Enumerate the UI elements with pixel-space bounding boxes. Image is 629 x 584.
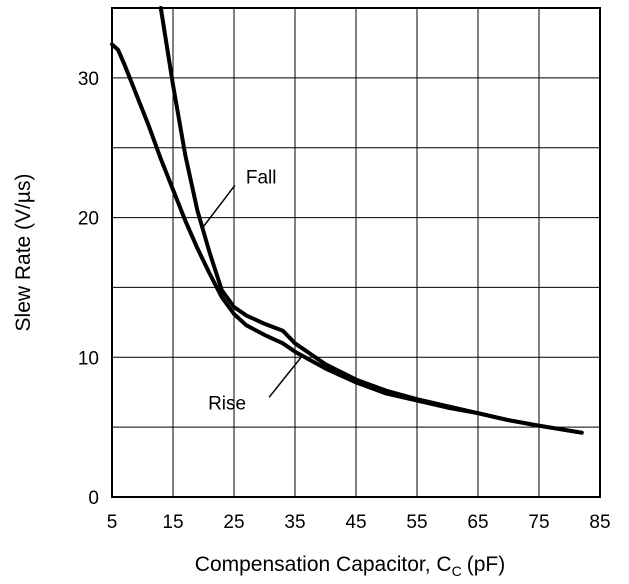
annotation-fall: Fall: [246, 167, 277, 188]
annotations: Fall Rise: [202, 167, 302, 414]
y-tick-label: 30: [78, 69, 99, 90]
series-layer: [110, 6, 584, 435]
x-axis-label: Compensation Capacitor, CC (pF): [195, 553, 505, 579]
y-axis-label: Slew Rate (V/µs): [12, 174, 35, 332]
x-axis-label-subscript: C: [452, 563, 462, 579]
x-tick-label: 65: [467, 512, 488, 533]
x-axis-label-main: Compensation Capacitor, C: [195, 553, 452, 576]
x-axis-label-unit: (pF): [467, 553, 506, 576]
x-tick-label: 75: [528, 512, 549, 533]
plot-frame: [111, 7, 601, 498]
x-tick-label: 45: [345, 512, 366, 533]
y-tick-label: 20: [78, 209, 99, 230]
series-line-fall: [158, 6, 584, 435]
annotation-leader-rise: [268, 356, 302, 398]
annotation-rise: Rise: [208, 393, 246, 414]
x-tick-label: 55: [406, 512, 427, 533]
x-tick-label: 85: [589, 512, 610, 533]
annotation-leader-fall: [202, 184, 236, 228]
x-tick-label: 35: [284, 512, 305, 533]
y-tick-label: 0: [88, 488, 99, 509]
x-tick-label: 25: [223, 512, 244, 533]
x-tick-label: 15: [162, 512, 183, 533]
y-tick-label: 10: [78, 348, 99, 369]
series-line-rise: [110, 42, 584, 435]
tick-labels: 5 15 25 35 45 55 65 75 85 0 10 20 30: [78, 69, 611, 533]
x-tick-label: 5: [107, 512, 118, 533]
